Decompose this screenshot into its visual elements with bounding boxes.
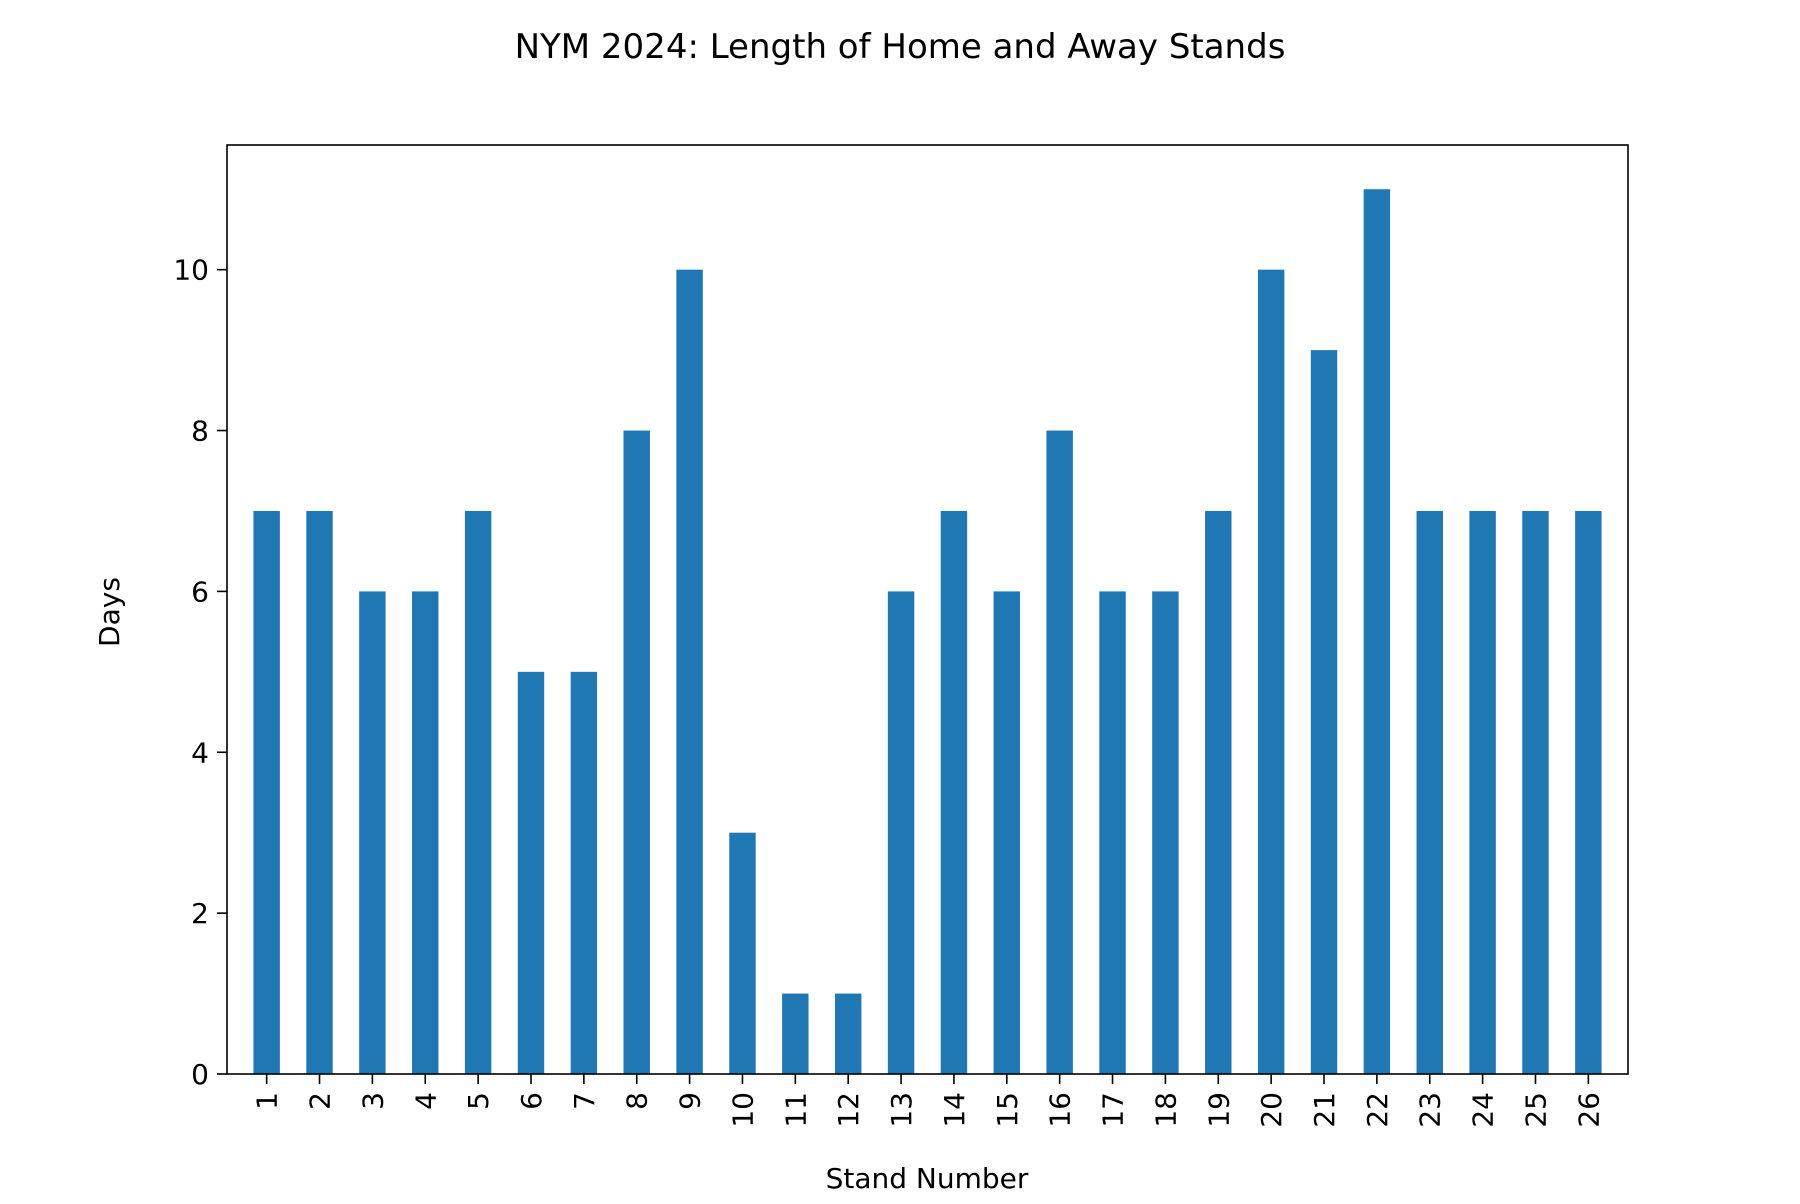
bar-stand-11 xyxy=(782,993,809,1074)
x-tick-label-5: 5 xyxy=(462,1092,495,1110)
x-tick-label-22: 22 xyxy=(1361,1092,1394,1128)
bar-stand-24 xyxy=(1469,510,1496,1075)
x-tick-label-20: 20 xyxy=(1255,1092,1288,1128)
x-tick-label-1: 1 xyxy=(251,1092,284,1110)
x-tick-label-9: 9 xyxy=(674,1092,707,1110)
bar-stand-14 xyxy=(940,510,968,1075)
x-tick-label-10: 10 xyxy=(726,1092,759,1128)
bar-stand-12 xyxy=(834,993,862,1074)
x-tick-label-8: 8 xyxy=(621,1092,654,1110)
bar-stand-23 xyxy=(1416,510,1443,1075)
y-tick-label-0: 0 xyxy=(191,1058,209,1091)
x-tick-label-14: 14 xyxy=(938,1092,971,1128)
plot-frame xyxy=(226,144,1629,1075)
x-tick-label-19: 19 xyxy=(1202,1092,1235,1128)
bar-stand-25 xyxy=(1522,510,1549,1075)
bar-stand-21 xyxy=(1310,350,1338,1075)
bar-stand-8 xyxy=(623,430,650,1074)
bar-stand-10 xyxy=(729,832,756,1074)
x-tick-label-11: 11 xyxy=(779,1092,812,1128)
bar-stand-7 xyxy=(570,671,598,1074)
bar-stand-22 xyxy=(1363,189,1391,1075)
x-tick-label-15: 15 xyxy=(991,1092,1024,1128)
y-tick-label-4: 4 xyxy=(191,736,209,769)
x-tick-label-17: 17 xyxy=(1097,1092,1130,1128)
x-tick-label-7: 7 xyxy=(568,1092,601,1110)
y-tick-label-2: 2 xyxy=(191,897,209,930)
bar-stand-4 xyxy=(412,591,439,1074)
x-tick-label-13: 13 xyxy=(885,1092,918,1128)
x-tick-label-18: 18 xyxy=(1149,1092,1182,1128)
bar-stand-6 xyxy=(517,671,545,1074)
bar-stand-16 xyxy=(1046,430,1073,1074)
y-axis: 0 2 4 6 8 10 xyxy=(173,254,227,1091)
x-tick-label-21: 21 xyxy=(1308,1092,1341,1128)
bar-stand-18 xyxy=(1152,591,1179,1074)
y-axis-label: Days xyxy=(93,577,126,647)
x-tick-label-4: 4 xyxy=(409,1092,442,1110)
bar-stand-19 xyxy=(1205,510,1232,1075)
bar-stand-5 xyxy=(464,510,492,1075)
y-tick-label-6: 6 xyxy=(191,575,209,608)
y-tick-label-10: 10 xyxy=(173,254,209,287)
x-tick-label-3: 3 xyxy=(356,1092,389,1110)
chart-title: NYM 2024: Length of Home and Away Stands xyxy=(515,27,1286,67)
bar-stand-20 xyxy=(1257,269,1285,1074)
bar-stand-2 xyxy=(306,510,333,1075)
x-tick-label-24: 24 xyxy=(1467,1092,1500,1128)
bar-stand-3 xyxy=(359,591,386,1074)
x-tick-label-6: 6 xyxy=(515,1092,548,1110)
bar-stand-17 xyxy=(1099,591,1126,1074)
x-axis: 1 2 3 4 5 6 7 8 9 10 11 12 13 14 15 16 17 18 19 20 21 22 23 24 2… xyxy=(251,1074,1605,1128)
x-tick-label-26: 26 xyxy=(1572,1092,1605,1128)
x-tick-label-12: 12 xyxy=(832,1092,865,1128)
bar-stand-15 xyxy=(993,591,1021,1074)
x-tick-label-23: 23 xyxy=(1414,1092,1447,1128)
x-tick-label-2: 2 xyxy=(304,1092,337,1110)
y-tick-label-8: 8 xyxy=(191,415,209,448)
bar-stand-13 xyxy=(887,591,915,1074)
x-tick-label-25: 25 xyxy=(1519,1092,1552,1128)
bar-stand-1 xyxy=(253,510,280,1075)
bar-stand-9 xyxy=(676,269,703,1074)
bars-layer xyxy=(253,189,1602,1075)
x-axis-label: Stand Number xyxy=(826,1162,1029,1195)
x-tick-label-16: 16 xyxy=(1044,1092,1077,1128)
bar-stand-26 xyxy=(1575,510,1602,1075)
